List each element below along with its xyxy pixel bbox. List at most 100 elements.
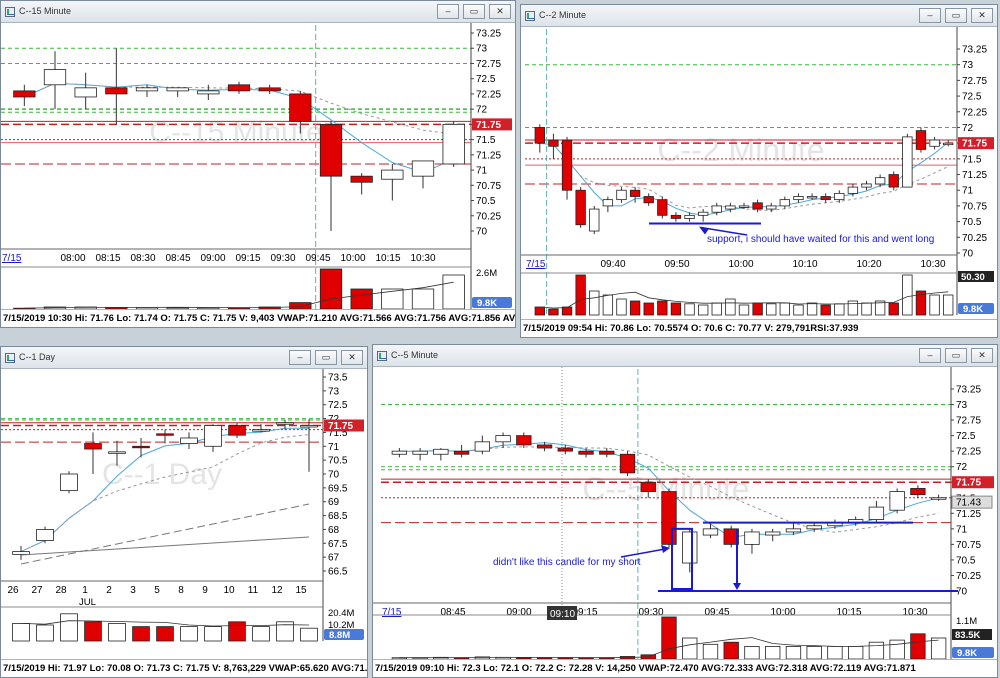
- price-axis-label: 69.5: [328, 483, 348, 494]
- window-titlebar[interactable]: C--1 Day – ▭ ✕: [1, 347, 367, 369]
- price-axis-label: 70: [476, 227, 488, 238]
- window-titlebar[interactable]: C--15 Minute – ▭ ✕: [1, 1, 515, 23]
- maximize-button[interactable]: ▭: [945, 8, 967, 23]
- price-candle: [412, 450, 428, 455]
- price-candle: [629, 189, 641, 197]
- price-axis-label: 72.25: [962, 107, 987, 118]
- close-button[interactable]: ✕: [489, 4, 511, 19]
- window-titlebar[interactable]: C--2 Minute – ▭ ✕: [521, 5, 997, 27]
- price-candle: [793, 196, 804, 201]
- volume-bar: [874, 300, 886, 316]
- minimize-button[interactable]: –: [289, 350, 311, 365]
- price-candle: [589, 208, 600, 232]
- price-candle: [847, 186, 859, 194]
- month-label: JUL: [79, 597, 96, 608]
- price-candle: [888, 174, 899, 188]
- price-axis-label: 71: [956, 524, 968, 535]
- minimize-button[interactable]: –: [919, 8, 941, 23]
- chart-area[interactable]: C--1 Day73.57372.57271.57170.57069.56968…: [1, 369, 367, 659]
- price-candle: [738, 205, 750, 208]
- volume-badge: [952, 647, 994, 658]
- volume-average-line: [399, 637, 939, 659]
- price-candle: [108, 451, 126, 454]
- chart-window-1day[interactable]: C--1 Day – ▭ ✕ C--1 Day73.57372.57271.57…: [0, 346, 368, 678]
- volume-average-line: [539, 291, 949, 309]
- volume-bar: [868, 641, 885, 659]
- volume-bar: [820, 304, 831, 316]
- close-button[interactable]: ✕: [971, 8, 993, 23]
- minimize-button[interactable]: –: [437, 4, 459, 19]
- last-price-badge: [958, 137, 994, 150]
- price-candle: [132, 445, 150, 449]
- close-button[interactable]: ✕: [971, 348, 993, 363]
- price-candle: [74, 87, 97, 98]
- chart-window-5min[interactable]: C--5 Minute – ▭ ✕ C--5 Minute 73.25 73 72.7…: [372, 344, 998, 678]
- volume-bar: [643, 302, 654, 316]
- price-candle: [640, 481, 656, 492]
- chart-window-15min[interactable]: C--15 Minute – ▭ ✕ C--15 Minute 73.25 73 72…: [0, 0, 516, 328]
- price-candle: [36, 529, 54, 541]
- price-candle: [752, 202, 763, 210]
- price-candle: [204, 425, 222, 447]
- time-axis-label: 27: [31, 585, 43, 596]
- minimize-button[interactable]: –: [919, 348, 941, 363]
- arrow-head-icon: [661, 545, 670, 553]
- price-axis-label: 72: [476, 105, 488, 116]
- price-candle: [599, 450, 615, 455]
- price-candle: [725, 205, 736, 210]
- window-title: C--1 Day: [19, 352, 56, 362]
- volume-bar: [276, 621, 294, 642]
- volume-bar: [228, 621, 246, 642]
- time-axis-label: 9: [202, 585, 208, 596]
- time-axis-label: 10: [223, 585, 235, 596]
- highlight-box: [671, 527, 693, 591]
- price-candle: [13, 90, 36, 98]
- chart-area[interactable]: C--2 Minute 73.25 73 72.75 72.5 72.25 72 71.75 7…: [521, 27, 997, 319]
- volume-bar: [204, 626, 222, 642]
- time-axis-label: 09:15: [235, 253, 260, 264]
- time-axis-label: 09:15: [572, 607, 597, 618]
- price-candle: [874, 177, 886, 185]
- chart-window-icon: [5, 7, 15, 17]
- price-candle: [765, 531, 781, 536]
- volume-bar: [697, 304, 709, 316]
- chart-window-2min[interactable]: C--2 Minute – ▭ ✕ C--2 Minute 73.25 73 72.7…: [520, 4, 998, 338]
- price-candle: [643, 196, 654, 204]
- volume-bar: [602, 294, 614, 316]
- last-price-badge: [472, 118, 512, 131]
- volume-bar: [684, 303, 695, 316]
- volume-average-line: [20, 620, 310, 627]
- price-candle: [902, 136, 913, 188]
- window-title: C--2 Minute: [539, 10, 587, 20]
- price-axis-label: 70.75: [476, 181, 501, 192]
- last-price-label: 71.75: [962, 139, 987, 150]
- chart-area[interactable]: C--5 Minute73.257372.7572.572.257271.757…: [373, 367, 997, 659]
- price-candle: [616, 189, 627, 201]
- window-titlebar[interactable]: C--5 Minute – ▭ ✕: [373, 345, 997, 367]
- volume-bar: [785, 645, 802, 659]
- price-axis-label: 70.5: [476, 196, 496, 207]
- price-axis-label: 73.25: [962, 45, 987, 56]
- price-candle: [779, 199, 791, 207]
- price-axis-label: 71: [328, 442, 340, 453]
- volume-bar: [108, 622, 126, 642]
- price-candle: [411, 160, 435, 177]
- chart-area[interactable]: C--15 Minute73.257372.7572.572.257271.75…: [1, 23, 515, 309]
- maximize-button[interactable]: ▭: [463, 4, 485, 19]
- price-candle: [834, 192, 845, 201]
- close-button[interactable]: ✕: [341, 350, 363, 365]
- price-candle: [381, 169, 404, 180]
- price-candle: [868, 506, 885, 520]
- volume-badge: [324, 629, 364, 640]
- time-axis-label: 10:30: [920, 259, 945, 270]
- volume-bar: [252, 626, 270, 642]
- maximize-button[interactable]: ▭: [315, 350, 337, 365]
- price-axis-label: 72.25: [476, 89, 501, 100]
- price-candle: [442, 123, 465, 165]
- time-axis-label: 10:10: [792, 259, 817, 270]
- maximize-button[interactable]: ▭: [945, 348, 967, 363]
- volume-badge: [958, 303, 994, 314]
- volume-bar: [300, 627, 318, 642]
- volume-bar: [806, 645, 822, 659]
- date-marker-label: 7/15: [2, 253, 22, 264]
